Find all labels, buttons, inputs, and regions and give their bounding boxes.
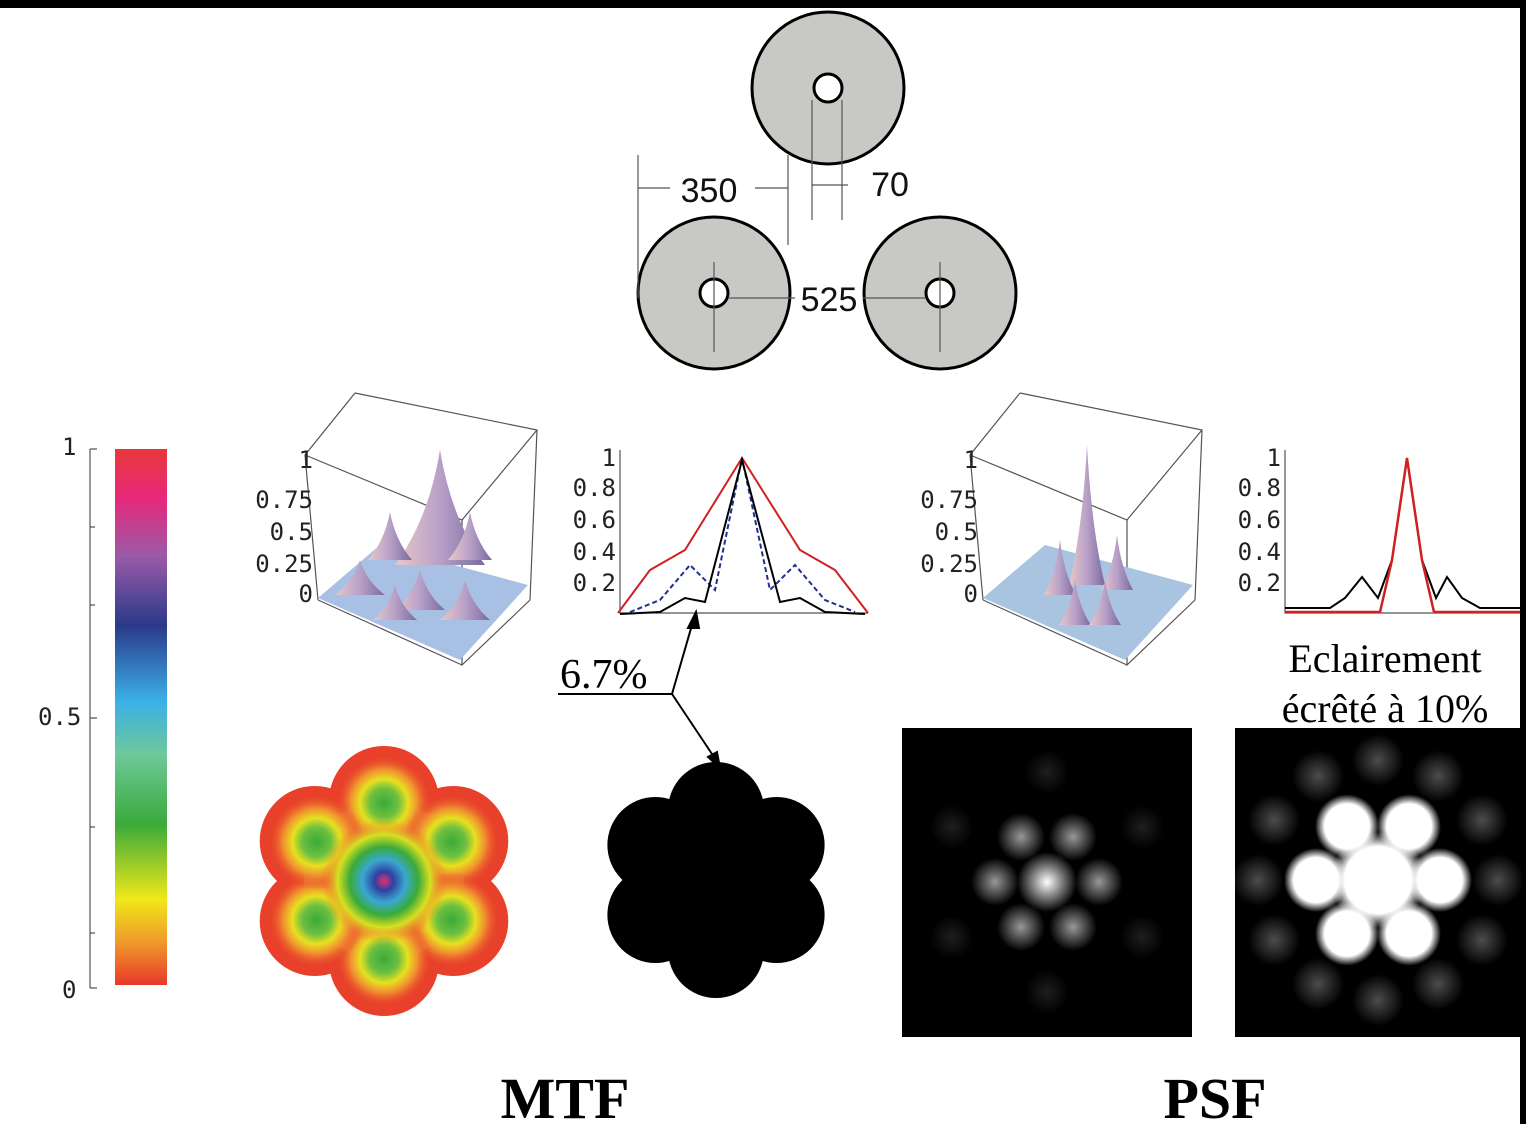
spot [1377, 794, 1441, 858]
spot [1232, 854, 1284, 906]
spot [997, 903, 1045, 951]
spot [1248, 794, 1300, 846]
z-tick-label: 0 [299, 580, 313, 608]
colorbar-tick-label: 1 [62, 433, 76, 461]
spot [1120, 805, 1164, 849]
spot [1120, 915, 1164, 959]
z-tick-label: 1 [299, 446, 313, 474]
y-tick-label: 0.8 [573, 474, 616, 502]
spot [1472, 854, 1524, 906]
spot [1292, 958, 1344, 1010]
y-tick-label: 0.8 [1238, 474, 1281, 502]
spot [1017, 852, 1077, 912]
spot [1315, 794, 1379, 858]
y-tick-label: 0.2 [573, 569, 616, 597]
spot [1025, 750, 1069, 794]
annotation: 6.7% [560, 652, 648, 698]
colorbar-tick-label: 0 [62, 976, 76, 1004]
z-tick-label: 0.5 [935, 518, 978, 546]
core [322, 819, 446, 943]
core [636, 800, 796, 960]
spot [1412, 750, 1464, 802]
caption: Eclairement [1288, 636, 1481, 681]
spot [1075, 858, 1123, 906]
z-tick-label: 0 [964, 580, 978, 608]
colorbar [115, 449, 167, 985]
y-tick-label: 0.4 [1238, 538, 1281, 566]
spot [1025, 970, 1069, 1014]
panel-label: PSF [1163, 1066, 1266, 1124]
spot [930, 915, 974, 959]
spot [1248, 914, 1300, 966]
spot [971, 858, 1019, 906]
panel-label: MTF [501, 1066, 630, 1124]
dimension-label: 525 [801, 281, 858, 319]
figure: 350 70 525 10.750.50.250 10.750.50.250 6… [0, 0, 1526, 1124]
spot [1049, 813, 1097, 861]
spot [1049, 903, 1097, 951]
z-tick-label: 0.25 [920, 550, 978, 578]
spot [1352, 734, 1404, 786]
spot [1456, 914, 1508, 966]
spot [930, 805, 974, 849]
spot [1284, 848, 1348, 912]
z-tick-label: 0.5 [270, 518, 313, 546]
spot [1292, 750, 1344, 802]
z-tick-label: 1 [964, 446, 978, 474]
y-tick-label: 0.6 [573, 506, 616, 534]
spot [1352, 974, 1404, 1026]
spot [1408, 848, 1472, 912]
y-tick-label: 1 [1267, 444, 1281, 472]
y-tick-label: 1 [602, 444, 616, 472]
y-tick-label: 0.2 [1238, 569, 1281, 597]
spot [1377, 902, 1441, 966]
spot [1412, 958, 1464, 1010]
caption: écrêté à 10% [1282, 686, 1489, 731]
dimension-label: 70 [871, 166, 909, 204]
z-tick-label: 0.75 [920, 486, 978, 514]
y-tick-label: 0.4 [573, 538, 616, 566]
colorbar-tick-label: 0.5 [38, 703, 81, 731]
spot [1456, 794, 1508, 846]
dimension-label: 350 [681, 172, 738, 210]
y-tick-label: 0.6 [1238, 506, 1281, 534]
z-tick-label: 0.75 [255, 486, 313, 514]
spot [1315, 902, 1379, 966]
z-tick-label: 0.25 [255, 550, 313, 578]
spot [997, 813, 1045, 861]
